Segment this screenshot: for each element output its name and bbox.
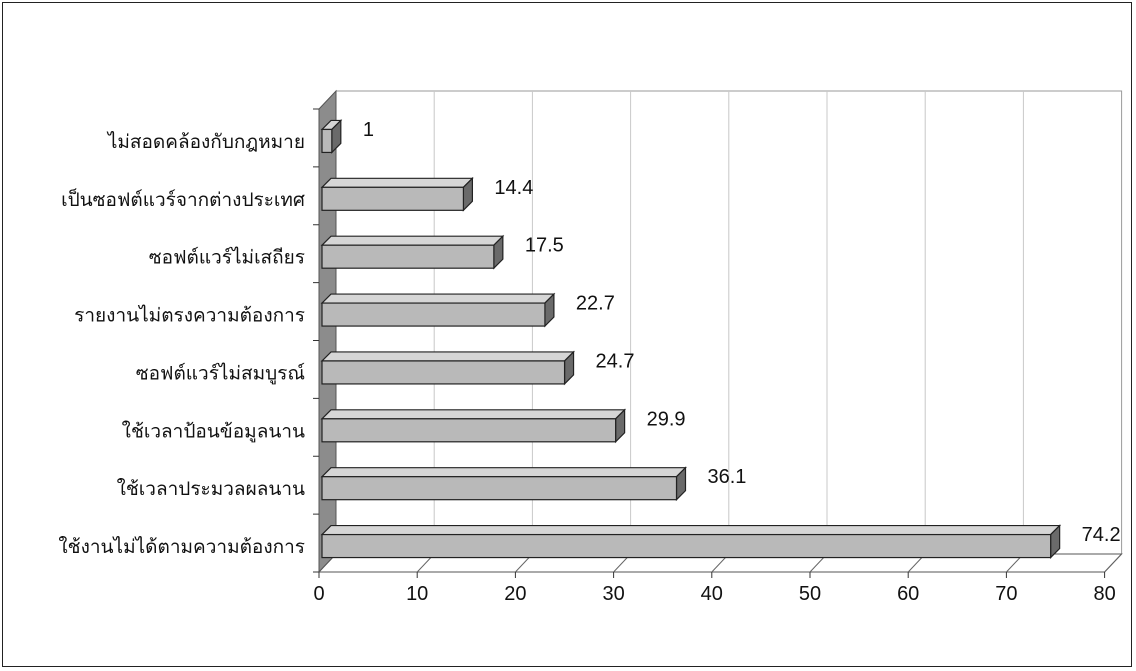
- bar: [320, 524, 1062, 560]
- floor-gridline: [1104, 553, 1122, 573]
- value-label: 1: [363, 119, 374, 141]
- bar-top: [320, 524, 1062, 536]
- category-label: ใช้เวลาประมวลผลนาน: [117, 478, 305, 500]
- value-labels: 1 14.4 17.5 22.7 24.7 29.9 36.1 74.2: [363, 119, 1121, 546]
- bar-front: [321, 533, 1052, 559]
- category-label: ไม่สอดคล้องกับกฎหมาย: [106, 131, 305, 153]
- x-axis-ticks: 0 10 20 30 40 50 60 70 80: [313, 583, 1115, 605]
- category-label: ใช้งานไม่ได้ตามความต้องการ: [58, 536, 305, 558]
- bar-front: [321, 244, 495, 269]
- value-label: 14.4: [494, 177, 533, 199]
- value-label: 17.5: [525, 235, 564, 257]
- category-label: ใช้เวลาป้อนข้อมูลนาน: [122, 420, 305, 442]
- bar-top: [320, 467, 687, 478]
- bar-chart: ไม่สอดคล้องกับกฎหมายเป็นซอฟต์แวร์จากต่าง…: [58, 89, 1123, 605]
- bar: [320, 118, 343, 154]
- bar: [320, 176, 474, 212]
- bar: [320, 408, 627, 444]
- value-label: 74.2: [1082, 524, 1121, 546]
- bar-front: [321, 476, 678, 501]
- bar-top: [320, 351, 576, 362]
- category-label: ซอฟต์แวร์ไม่เสถียร: [149, 247, 305, 269]
- bar: [320, 292, 556, 328]
- bar-top: [320, 177, 474, 188]
- bar-top: [320, 235, 505, 246]
- x-tick-label: 20: [504, 583, 526, 605]
- bar-front: [321, 186, 465, 211]
- value-label: 36.1: [708, 466, 747, 488]
- bar: [320, 234, 505, 270]
- value-label: 24.7: [596, 350, 635, 372]
- value-label: 29.9: [647, 408, 686, 430]
- category-labels: ไม่สอดคล้องกับกฎหมายเป็นซอฟต์แวร์จากต่าง…: [58, 131, 305, 558]
- bar-front: [321, 360, 566, 385]
- x-tick-label: 40: [701, 583, 723, 605]
- x-tick-label: 70: [995, 583, 1017, 605]
- category-label: เป็นซอฟต์แวร์จากต่างประเทศ: [61, 187, 305, 211]
- x-tick-label: 10: [406, 583, 428, 605]
- x-tick-label: 60: [897, 583, 919, 605]
- bar-front: [321, 418, 617, 443]
- category-label: ซอฟต์แวร์ไม่สมบูรณ์: [136, 362, 305, 384]
- bar-front: [321, 128, 333, 154]
- x-tick-label: 80: [1093, 583, 1115, 605]
- bar-top: [320, 409, 627, 420]
- bar-front: [321, 302, 546, 327]
- bar-top: [320, 293, 556, 304]
- x-tick-label: 30: [602, 583, 624, 605]
- bar: [320, 350, 576, 386]
- category-label: รายงานไม่ตรงความต้องการ: [74, 305, 305, 327]
- bar: [320, 466, 687, 502]
- x-tick-label: 50: [799, 583, 821, 605]
- bars: [320, 118, 1062, 560]
- x-tick-label: 0: [313, 583, 324, 605]
- value-label: 22.7: [576, 293, 615, 315]
